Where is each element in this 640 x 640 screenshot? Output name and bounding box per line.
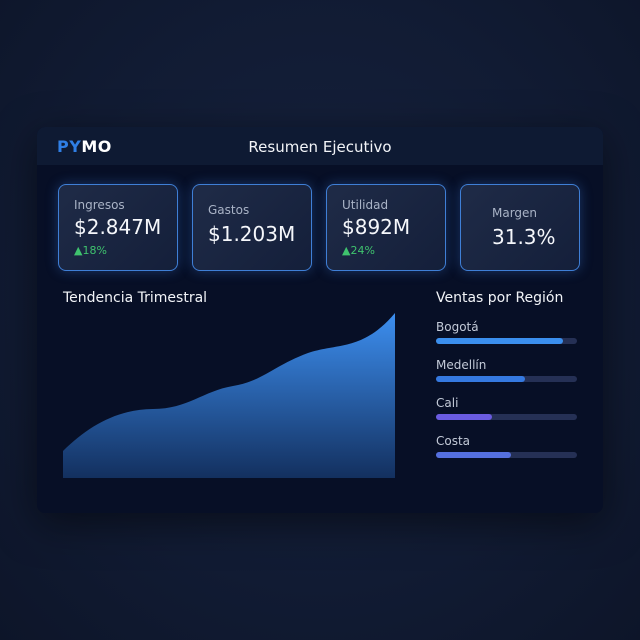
region-bar-fill bbox=[436, 452, 511, 458]
kpi-value: $892M bbox=[342, 215, 411, 239]
region-bar-fill bbox=[436, 414, 493, 420]
kpi-card-margen[interactable]: Margen 31.3% bbox=[460, 184, 580, 271]
region-bar-fill bbox=[436, 338, 563, 344]
region-name: Cali bbox=[436, 396, 459, 410]
kpi-value: $1.203M bbox=[208, 222, 296, 246]
dashboard-panel: PYMO Resumen Ejecutivo Ingresos $2.847M … bbox=[37, 127, 603, 513]
kpi-label: Ingresos bbox=[74, 198, 125, 212]
page-title: Resumen Ejecutivo bbox=[248, 138, 392, 156]
region-item: Cali bbox=[436, 396, 577, 420]
logo[interactable]: PYMO bbox=[57, 137, 112, 156]
region-bar-fill bbox=[436, 376, 525, 382]
kpi-card-ingresos[interactable]: Ingresos $2.847M ▲18% bbox=[58, 184, 178, 271]
region-item: Medellín bbox=[436, 358, 577, 382]
trend-area-chart bbox=[63, 313, 395, 478]
region-name: Costa bbox=[436, 434, 471, 448]
region-item: Costa bbox=[436, 434, 577, 458]
trend-area bbox=[63, 313, 395, 478]
trend-title: Tendencia Trimestral bbox=[63, 290, 208, 306]
kpi-change: ▲24% bbox=[342, 244, 375, 257]
header: PYMO Resumen Ejecutivo bbox=[37, 127, 603, 165]
kpi-change: ▲18% bbox=[74, 244, 107, 257]
regions-title: Ventas por Región bbox=[436, 290, 564, 306]
region-bar-track bbox=[436, 376, 577, 382]
kpi-label: Margen bbox=[492, 206, 538, 220]
kpi-card-gastos[interactable]: Gastos $1.203M bbox=[192, 184, 312, 271]
kpi-card-utilidad[interactable]: Utilidad $892M ▲24% bbox=[326, 184, 446, 271]
region-bar-track bbox=[436, 452, 577, 458]
kpi-label: Gastos bbox=[208, 203, 250, 217]
region-name: Medellín bbox=[436, 358, 487, 372]
region-name: Bogotá bbox=[436, 320, 479, 334]
kpi-value: $2.847M bbox=[74, 215, 162, 239]
region-bar-track bbox=[436, 414, 577, 420]
region-bar-track bbox=[436, 338, 577, 344]
kpi-value: 31.3% bbox=[492, 225, 556, 249]
kpi-label: Utilidad bbox=[342, 198, 389, 212]
region-item: Bogotá bbox=[436, 320, 577, 344]
